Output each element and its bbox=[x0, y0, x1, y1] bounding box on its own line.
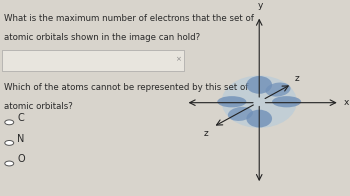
Circle shape bbox=[5, 161, 14, 166]
Ellipse shape bbox=[246, 110, 272, 127]
Text: z: z bbox=[294, 74, 299, 83]
Ellipse shape bbox=[266, 83, 290, 97]
Ellipse shape bbox=[217, 96, 246, 107]
Text: ×: × bbox=[175, 57, 181, 63]
Text: atomic orbitals shown in the image can hold?: atomic orbitals shown in the image can h… bbox=[4, 33, 200, 42]
FancyBboxPatch shape bbox=[2, 50, 184, 71]
Ellipse shape bbox=[222, 75, 297, 128]
Circle shape bbox=[5, 141, 14, 145]
Text: C: C bbox=[17, 113, 24, 123]
Text: z: z bbox=[204, 129, 209, 138]
Text: y: y bbox=[258, 1, 263, 10]
Text: N: N bbox=[17, 134, 25, 144]
Circle shape bbox=[5, 120, 14, 125]
Ellipse shape bbox=[246, 76, 272, 94]
Text: What is the maximum number of electrons that the set of: What is the maximum number of electrons … bbox=[4, 14, 254, 23]
Text: Which of the atoms cannot be represented by this set of: Which of the atoms cannot be represented… bbox=[4, 83, 248, 92]
Text: x: x bbox=[344, 98, 350, 107]
Text: O: O bbox=[17, 154, 25, 164]
Ellipse shape bbox=[272, 96, 301, 107]
Text: atomic orbitals?: atomic orbitals? bbox=[4, 102, 73, 111]
Ellipse shape bbox=[228, 107, 253, 121]
